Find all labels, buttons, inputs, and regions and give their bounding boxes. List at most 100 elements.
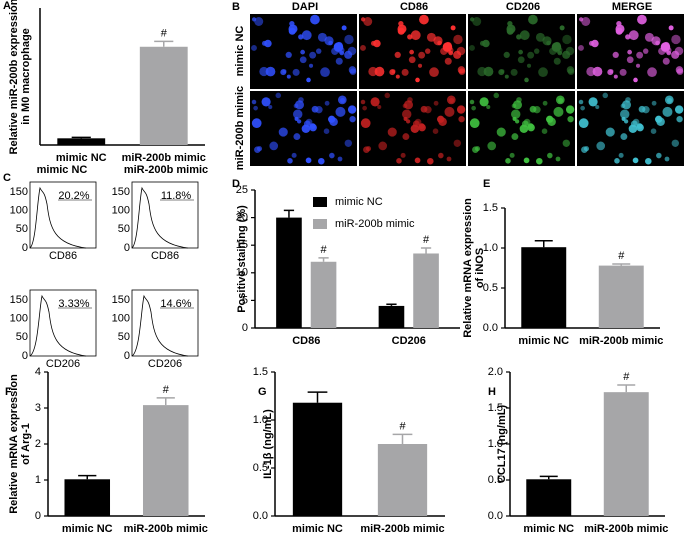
cell — [387, 127, 397, 137]
cell — [483, 66, 494, 77]
cell — [401, 68, 409, 76]
flow-histogram — [29, 186, 87, 249]
cell — [469, 45, 475, 51]
cell — [440, 47, 448, 55]
cell — [529, 105, 537, 113]
flow-y-tick: 150 — [10, 186, 28, 198]
y-axis-label: Relative mRNA expression — [8, 374, 20, 514]
flow-percent: 20.2% — [58, 190, 89, 202]
cell — [471, 105, 476, 111]
y-tick-label: 1.0 — [483, 242, 498, 254]
cell — [437, 40, 442, 46]
y-axis-label: IL-1β (ng/mL) — [262, 409, 274, 479]
cell — [533, 48, 540, 54]
cell — [419, 14, 429, 25]
cell — [664, 46, 672, 54]
y-tick-label: 0.5 — [483, 282, 498, 294]
flow-y-tick: 100 — [112, 313, 130, 325]
cell — [450, 25, 456, 31]
cell — [389, 69, 396, 76]
cell — [472, 17, 482, 26]
cell — [637, 14, 647, 25]
cell — [523, 157, 530, 164]
flow-x-label: CD86 — [151, 250, 179, 262]
bar — [64, 479, 111, 516]
cell — [510, 68, 518, 76]
flow-title: miR-200b mimic — [124, 164, 208, 176]
cell — [269, 141, 279, 151]
cell — [251, 99, 257, 105]
cell — [504, 74, 509, 79]
cell — [432, 128, 439, 135]
cell — [414, 118, 422, 126]
y-axis-label: Positive staining (%) — [236, 205, 248, 313]
legend-swatch — [313, 197, 327, 207]
error-bar — [386, 303, 397, 306]
cell — [578, 99, 584, 105]
cell — [477, 66, 487, 77]
panel-letter: B — [232, 1, 240, 13]
cell — [662, 106, 673, 117]
cell — [402, 109, 412, 119]
cell — [656, 152, 662, 159]
cell — [588, 97, 598, 107]
cell — [360, 17, 366, 22]
error-bar — [78, 474, 97, 480]
y-tick-label: 2.0 — [488, 366, 503, 378]
panel-letter: F — [5, 386, 12, 398]
y-tick-label: 5 — [242, 294, 248, 306]
cell — [487, 141, 497, 151]
error-bar — [617, 384, 636, 393]
cell — [666, 97, 673, 103]
cell — [453, 34, 463, 45]
flow-y-tick: 0 — [22, 350, 28, 362]
cell — [410, 30, 421, 41]
cell — [519, 30, 530, 41]
cell — [527, 51, 535, 59]
x-tick-label: mimic NC — [523, 523, 574, 535]
row-label: mimic NC — [234, 26, 246, 77]
cell — [288, 24, 298, 34]
cell — [605, 127, 615, 137]
y-tick-label: 1.5 — [483, 202, 498, 214]
y-tick-label: 3 — [35, 402, 41, 414]
cell — [496, 127, 506, 137]
flow-y-tick: 150 — [112, 186, 130, 198]
cell — [542, 100, 548, 106]
cell — [349, 115, 356, 123]
cell — [674, 105, 684, 114]
cell — [614, 158, 620, 164]
y-axis-label: Relative miR-200b expression — [8, 0, 20, 154]
cell — [254, 146, 261, 153]
cell — [517, 56, 525, 64]
cell — [650, 128, 657, 135]
cell — [311, 105, 319, 113]
cell — [305, 118, 313, 126]
cell — [344, 139, 352, 147]
cell — [655, 115, 663, 123]
cell — [562, 139, 570, 147]
cell — [671, 139, 679, 147]
column-header: DAPI — [292, 1, 318, 13]
cell — [403, 100, 414, 110]
cell — [253, 105, 258, 111]
bar — [377, 444, 428, 516]
cell — [324, 100, 330, 106]
significance-mark: # — [163, 384, 170, 396]
cell — [374, 66, 385, 77]
flow-histogram — [29, 294, 87, 357]
y-tick-label: 1.0 — [488, 438, 503, 450]
significance-mark: # — [399, 420, 406, 432]
cell — [555, 156, 561, 162]
cell — [344, 34, 354, 45]
flow-y-tick: 150 — [10, 294, 28, 306]
cell — [671, 34, 681, 45]
cell — [420, 105, 428, 113]
flow-frame — [131, 181, 199, 249]
cell — [444, 106, 455, 117]
bar — [598, 265, 644, 328]
flow-y-tick: 50 — [16, 223, 28, 235]
cell — [621, 100, 632, 110]
cell — [457, 66, 466, 74]
cell — [607, 69, 614, 76]
